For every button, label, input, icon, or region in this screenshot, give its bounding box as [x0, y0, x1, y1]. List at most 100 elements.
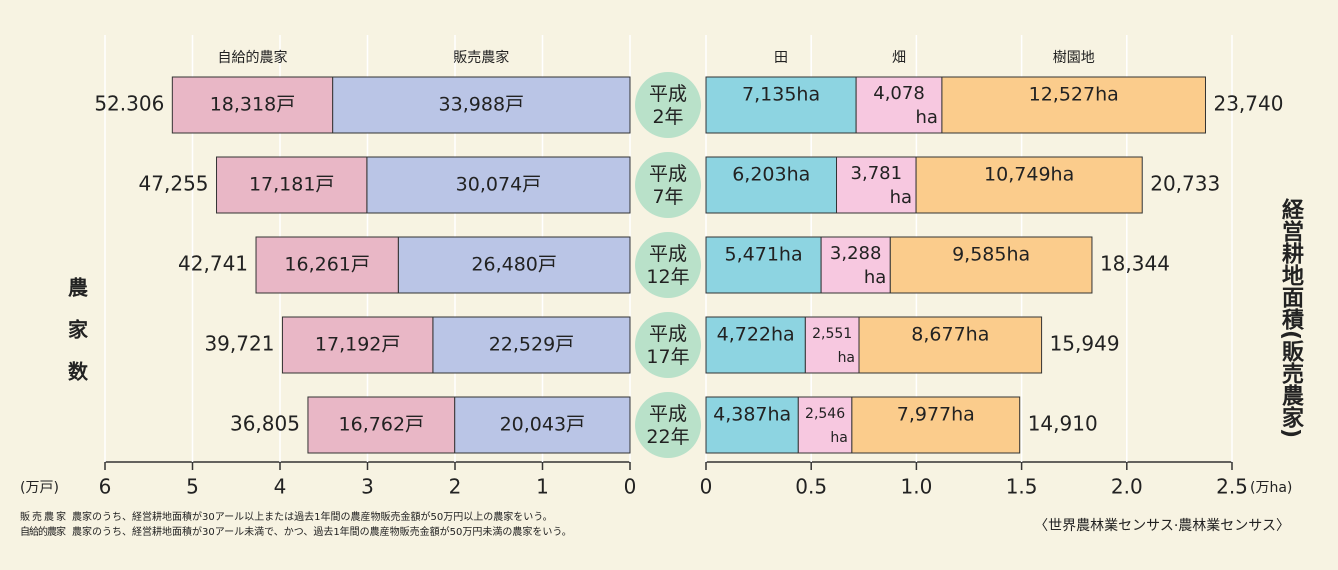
category-label: 平成 7年 — [649, 163, 687, 208]
value-label: 7,977ha — [897, 404, 975, 426]
bar-segment — [858, 316, 1043, 374]
value-label: 6,203ha — [732, 164, 810, 186]
x-tick-label: 2.0 — [1111, 475, 1143, 499]
total-label: 14,910 — [1028, 412, 1098, 436]
bar-segment — [255, 236, 399, 294]
value-label-part: 4,078 — [873, 83, 925, 104]
category-part: 平成 — [649, 243, 687, 265]
value-label: 18,318戸 — [210, 94, 295, 116]
category-part: 平成 — [649, 403, 687, 425]
x-tick-label: 2 — [449, 475, 462, 499]
x-tick-label: 0 — [700, 475, 713, 499]
value-label: 17,192戸 — [315, 334, 400, 356]
value-label: 4,722ha — [717, 324, 795, 346]
value-label-part: ha — [864, 267, 886, 288]
legend-label: 田 — [774, 50, 788, 66]
category-label: 平成 2年 — [649, 83, 687, 128]
bar-segment — [397, 236, 631, 294]
value-label: 33,988戸 — [439, 94, 524, 116]
value-label-part: ha — [838, 350, 855, 366]
value-label: 9,585ha — [952, 244, 1030, 266]
x-tick-label: 3 — [361, 475, 374, 499]
bar-segment — [941, 76, 1206, 134]
category-label: 平成 12年 — [646, 243, 689, 288]
note-text: 農家のうち、経営耕地面積が30アール以上または過去1年間の農産物販売金額が50万… — [72, 510, 553, 523]
value-label: 16,762戸 — [339, 414, 424, 436]
bar-segment — [281, 316, 434, 374]
legend-label: 自給的農家 — [217, 49, 287, 66]
legend-label: 畑 — [892, 50, 906, 66]
y-label-left: 農家数 — [65, 277, 89, 403]
x-tick-label: 1.5 — [1006, 475, 1038, 499]
x-tick-label: 1.0 — [900, 475, 932, 499]
total-label: 39,721 — [204, 332, 274, 356]
bar-segment — [171, 76, 334, 134]
value-label: 30,074戸 — [456, 174, 541, 196]
x-tick-label: 6 — [99, 475, 112, 499]
category-part: 平成 — [649, 83, 687, 105]
category-part: 平成 — [649, 163, 687, 185]
x-tick-label: 5 — [186, 475, 199, 499]
bar-segment — [836, 156, 917, 214]
bar-segment — [216, 156, 368, 214]
value-label: 26,480戸 — [471, 254, 556, 276]
total-label: 20,733 — [1150, 172, 1220, 196]
value-label-part: ha — [830, 430, 847, 446]
x-tick-label: 0.5 — [795, 475, 827, 499]
category-part: 22年 — [646, 426, 689, 448]
bar-segment — [307, 396, 456, 454]
total-label: 47,255 — [139, 172, 209, 196]
value-label: 3,288 ha — [830, 243, 886, 288]
value-label: 5,471ha — [725, 244, 803, 266]
bar-segment — [820, 236, 891, 294]
value-label: 17,181戸 — [249, 174, 334, 196]
note-term: 自給的農家 — [20, 525, 66, 538]
bar-segment — [797, 396, 853, 454]
bar-segment — [432, 316, 631, 374]
x-unit-right: (万ha) — [1250, 480, 1292, 496]
year-badge — [635, 312, 701, 378]
bar-segment — [705, 236, 822, 294]
year-badge — [635, 232, 701, 298]
y-label-right: 経営耕地面積(販売農家) — [1278, 197, 1304, 438]
bar-segment — [804, 316, 860, 374]
value-label: 20,043戸 — [500, 414, 585, 436]
bar-segment — [332, 76, 631, 134]
x-tick-label: 0 — [624, 475, 637, 499]
year-badge — [635, 72, 701, 138]
value-label: 2,551 ha — [812, 326, 855, 366]
bar-segment — [889, 236, 1093, 294]
bar-segment — [851, 396, 1021, 454]
value-label-part: 2,546 — [805, 406, 845, 422]
value-label: 8,677ha — [911, 324, 989, 346]
value-label-part: ha — [915, 107, 937, 128]
value-label: 10,749ha — [984, 164, 1074, 186]
category-label: 平成 17年 — [646, 323, 689, 368]
category-part: 7年 — [652, 186, 683, 208]
category-label: 平成 22年 — [646, 403, 689, 448]
value-label-part: 2,551 — [812, 326, 852, 342]
category-part: 2年 — [652, 106, 683, 128]
note-text: 農家のうち、経営耕地面積が30アール未満で、かつ、過去1年間の農産物販売金額が5… — [72, 525, 572, 538]
bar-segment — [915, 156, 1143, 214]
x-tick-label: 2.5 — [1216, 475, 1248, 499]
value-label-part: 3,781 — [851, 163, 903, 184]
legend-label: 販売農家 — [453, 49, 509, 66]
value-label: 4,387ha — [713, 404, 791, 426]
total-label: 23,740 — [1213, 92, 1283, 116]
x-tick-label: 4 — [274, 475, 287, 499]
value-label: 7,135ha — [742, 84, 820, 106]
category-part: 17年 — [646, 346, 689, 368]
value-label: 22,529戸 — [489, 334, 574, 356]
value-label-part: ha — [890, 187, 912, 208]
bar-segment — [705, 76, 857, 134]
bar-segment — [855, 76, 943, 134]
year-badge — [635, 152, 701, 218]
category-part: 12年 — [646, 266, 689, 288]
legend-label: 樹園地 — [1053, 50, 1095, 66]
total-label: 18,344 — [1100, 252, 1170, 276]
value-label: 4,078 ha — [873, 83, 938, 128]
year-badge — [635, 392, 701, 458]
category-part: 平成 — [649, 323, 687, 345]
